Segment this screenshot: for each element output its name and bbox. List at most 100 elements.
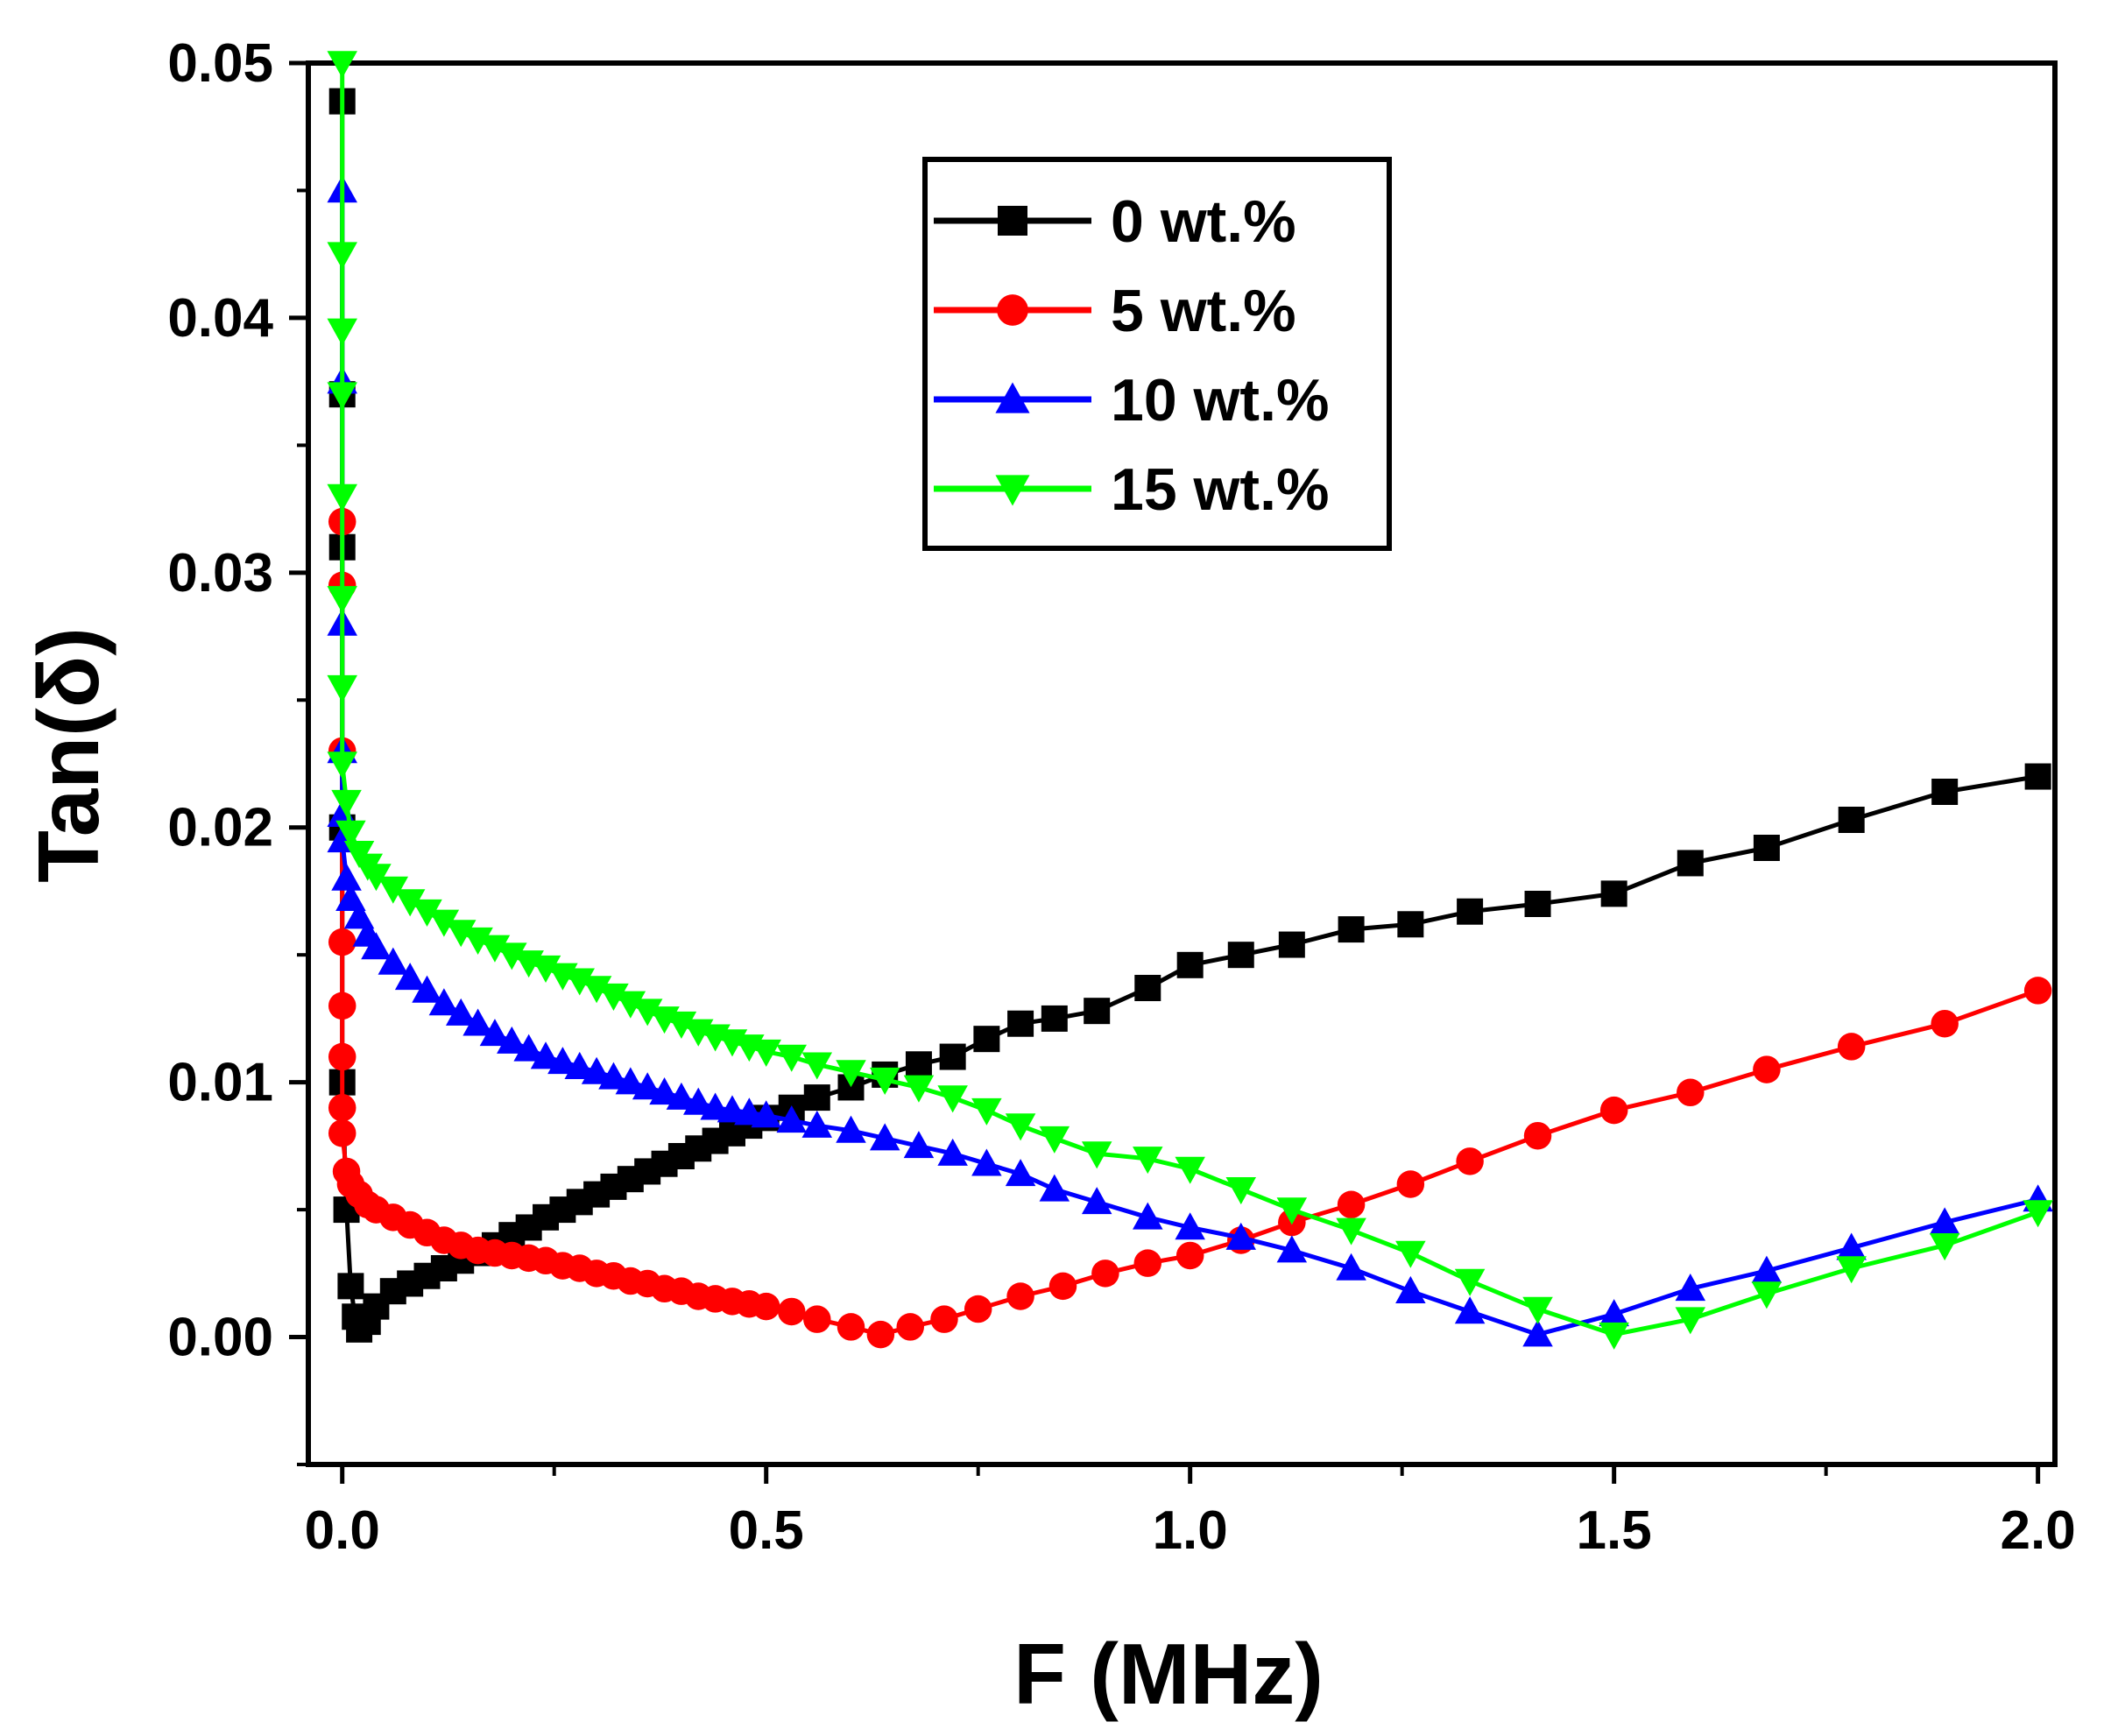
data-point [837, 1313, 865, 1341]
legend-marker [997, 294, 1028, 326]
data-point [328, 991, 357, 1020]
data-point [973, 1026, 1000, 1053]
data-point [803, 1084, 830, 1111]
data-point [1048, 1272, 1077, 1301]
data-point [1675, 1307, 1706, 1335]
data-point [1931, 779, 1959, 805]
data-point [1751, 1255, 1783, 1283]
data-point [1929, 1207, 1960, 1235]
data-point [1276, 1197, 1308, 1225]
data-point [1395, 1275, 1426, 1303]
data-point [1931, 1009, 1959, 1038]
data-point [1276, 1235, 1308, 1263]
plot-frame [306, 60, 2058, 1467]
data-point [751, 1039, 781, 1067]
data-point [394, 889, 426, 917]
data-point [327, 318, 357, 346]
data-point [1133, 1202, 1163, 1230]
data-point [327, 674, 357, 702]
data-point [1134, 975, 1161, 1001]
data-point [1133, 1249, 1162, 1277]
data-point [1041, 1005, 1068, 1032]
data-point [327, 483, 357, 512]
series-3 [327, 51, 2053, 1350]
data-point [1225, 1222, 1257, 1250]
data-point [1523, 1121, 1552, 1150]
data-point [1677, 1078, 1705, 1107]
data-point [1836, 1256, 1867, 1284]
data-point [1522, 1319, 1553, 1347]
data-point [328, 1119, 357, 1147]
data-point [666, 1011, 697, 1039]
data-point [428, 988, 460, 1016]
y-tick-label: 0.02 [167, 798, 273, 858]
data-point [1091, 1260, 1119, 1288]
data-point [1338, 916, 1365, 943]
data-point [327, 752, 357, 780]
data-point [632, 1072, 663, 1100]
legend-entry: 0 wt.% [934, 188, 1296, 255]
data-point [836, 1060, 866, 1088]
data-point [615, 991, 646, 1019]
data-point [1225, 1177, 1257, 1205]
data-point [378, 947, 409, 975]
y-tick-label: 0.05 [167, 33, 273, 94]
data-point [361, 864, 392, 892]
data-point [776, 1105, 807, 1133]
data-point [930, 1305, 958, 1333]
data-point [462, 1008, 493, 1036]
data-point [445, 998, 477, 1026]
data-point [903, 1131, 935, 1159]
data-point [683, 1087, 714, 1115]
data-point [964, 1295, 992, 1323]
legend-entry: 10 wt.% [934, 367, 1329, 434]
data-point [1600, 880, 1627, 907]
data-point [869, 1067, 900, 1095]
x-tick-label: 0.0 [305, 1500, 380, 1561]
data-point [327, 586, 357, 614]
data-point [649, 1077, 680, 1105]
data-point [1336, 1253, 1366, 1281]
data-point [497, 942, 527, 970]
legend-marker [995, 475, 1030, 506]
data-point [1227, 942, 1254, 969]
data-point [328, 1093, 357, 1122]
data-point [378, 876, 409, 904]
data-point [530, 955, 561, 983]
data-point [1454, 1296, 1486, 1324]
data-point [1524, 891, 1551, 917]
data-point [564, 1051, 595, 1079]
data-point [1677, 850, 1704, 877]
data-point [1336, 1217, 1366, 1246]
data-point [903, 1075, 935, 1103]
data-point [937, 1138, 968, 1166]
legend-entry: 5 wt.% [934, 278, 1296, 344]
data-point [331, 789, 362, 817]
legend: 0 wt.% 5 wt.% 10 wt.% 15 wt.% [922, 157, 1392, 551]
data-point [1084, 998, 1111, 1025]
data-point [1337, 1190, 1366, 1219]
data-point [328, 1042, 357, 1071]
data-point [666, 1082, 697, 1110]
data-point [836, 1115, 866, 1143]
data-point [2024, 763, 2051, 790]
data-point [1599, 1096, 1628, 1125]
data-point [971, 1148, 1002, 1176]
data-point [1753, 1055, 1781, 1083]
data-point [1675, 1274, 1706, 1302]
data-point [1175, 1156, 1205, 1184]
data-point [1837, 1033, 1866, 1061]
data-point [971, 1097, 1002, 1126]
y-tick-label: 0.00 [167, 1308, 273, 1368]
data-point [1278, 931, 1305, 958]
data-point [801, 1052, 833, 1080]
data-point [331, 863, 362, 891]
data-point [632, 999, 663, 1027]
data-point [412, 975, 442, 1003]
data-point [1457, 898, 1484, 925]
data-point [1836, 1232, 1867, 1260]
data-point [939, 1043, 966, 1070]
data-point [547, 1047, 578, 1075]
data-point [327, 51, 357, 79]
data-point [445, 920, 477, 948]
